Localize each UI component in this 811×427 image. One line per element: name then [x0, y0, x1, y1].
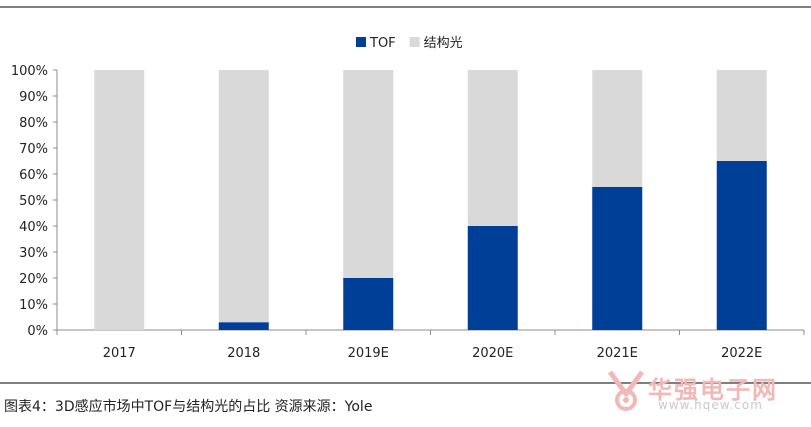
bar-tof: [592, 187, 643, 330]
bar-structured-light: [218, 70, 269, 323]
y-tick-label: 90%: [19, 90, 48, 105]
bar-structured-light: [467, 70, 518, 226]
legend: TOF 结构光: [356, 36, 463, 51]
bar-structured-light: [94, 70, 145, 330]
x-tick-label: 2022E: [721, 346, 762, 361]
y-tick-label: 60%: [19, 168, 48, 183]
watermark-url: www.hqew.com: [658, 398, 763, 412]
bar-tof: [467, 226, 518, 330]
legend-label: TOF: [369, 36, 396, 51]
y-tick-label: 50%: [19, 194, 48, 209]
x-tick-label: 2018: [227, 346, 260, 361]
axes: 0% 10% 20% 30% 40% 50% 60% 70% 80% 90% 100% 2017 201…: [11, 64, 805, 361]
legend-label: 结构光: [424, 36, 463, 51]
bars: [94, 70, 767, 330]
watermark: 华强电子网 www.hqew.com: [606, 368, 806, 414]
x-tick-label: 2021E: [597, 346, 638, 361]
watermark-logo-icon: [607, 370, 645, 411]
y-tick-label: 0%: [27, 324, 48, 339]
x-tick-label: 2019E: [348, 346, 389, 361]
y-tick-label: 10%: [19, 298, 48, 313]
bar-structured-light: [343, 70, 394, 278]
bar-tof: [716, 161, 767, 330]
bar-structured-light: [716, 70, 767, 161]
bar-tof: [218, 322, 269, 330]
legend-swatch: [356, 37, 366, 47]
figure-caption: 图表4：3D感应市场中TOF与结构光的占比 资源来源：Yole: [4, 399, 373, 415]
bar-tof: [343, 278, 394, 330]
x-tick-label: 2017: [103, 346, 136, 361]
y-tick-label: 40%: [19, 220, 48, 235]
y-tick-label: 30%: [19, 246, 48, 261]
legend-swatch: [409, 37, 420, 47]
y-tick-label: 100%: [11, 64, 48, 79]
y-tick-label: 70%: [19, 142, 48, 157]
x-tick-label: 2020E: [472, 346, 513, 361]
watermark-name: 华强电子网: [648, 376, 778, 404]
y-tick-label: 20%: [19, 272, 48, 287]
bar-structured-light: [592, 70, 643, 187]
y-tick-label: 80%: [19, 116, 48, 131]
